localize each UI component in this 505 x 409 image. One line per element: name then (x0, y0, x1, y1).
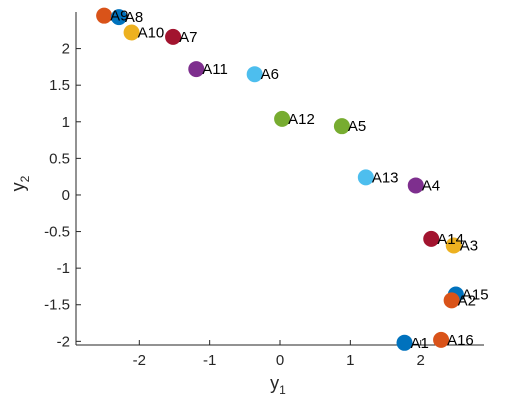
data-point-a12 (274, 110, 291, 127)
point-label-a15: A15 (462, 287, 489, 304)
data-point-a6 (246, 66, 263, 83)
x-ticks: -2 -1 0 1 2 (133, 340, 425, 369)
x-tick-label: 0 (276, 352, 284, 369)
point-label-a7: A7 (179, 29, 197, 46)
point-label-a16: A16 (447, 332, 474, 349)
point-label-a3: A3 (460, 237, 478, 254)
point-label-a9: A9 (110, 8, 128, 25)
data-point-a9 (96, 7, 113, 24)
data-point-a2 (443, 292, 460, 309)
y-ticks: -2 -1.5 -1 -0.5 0 0.5 1 1.5 2 (44, 41, 81, 350)
data-point-a16 (433, 331, 450, 348)
data-point-a13 (357, 169, 374, 186)
data-point-a10 (123, 24, 140, 41)
data-point-a11 (188, 61, 205, 78)
point-label-a13: A13 (372, 169, 399, 186)
point-label-a12: A12 (288, 111, 315, 128)
y-tick-label: 0 (62, 187, 70, 204)
x-tick-label: -2 (133, 352, 146, 369)
x-tick-label: -1 (203, 352, 216, 369)
data-point-a14 (423, 230, 440, 247)
point-label-a6: A6 (261, 66, 279, 83)
point-label-a10: A10 (138, 24, 165, 41)
point-label-a2: A2 (458, 292, 476, 309)
point-label-a11: A11 (202, 61, 228, 78)
y-axis-label: y2 (8, 175, 32, 191)
point-label-a5: A5 (348, 118, 366, 135)
point-label-a1: A1 (411, 335, 429, 352)
data-points (96, 7, 464, 351)
point-label-a14: A14 (437, 231, 464, 248)
y-tick-label: 1.5 (49, 77, 70, 94)
y-tick-label: -1.5 (44, 297, 70, 314)
y-tick-label: 1 (62, 114, 70, 131)
y-tick-label: 0.5 (49, 150, 70, 167)
data-point-a3 (445, 237, 462, 254)
y-tick-label: -0.5 (44, 224, 70, 241)
point-label-a8: A8 (125, 9, 143, 26)
y-tick-label: -2 (57, 333, 70, 350)
point-label-a4: A4 (422, 177, 440, 194)
x-tick-label: 1 (346, 352, 354, 369)
data-point-a4 (407, 177, 424, 194)
data-point-a1 (396, 334, 413, 351)
x-axis-label: y1 (270, 373, 286, 397)
x-tick-label: 2 (417, 352, 425, 369)
data-point-a8 (110, 9, 127, 26)
data-point-a7 (165, 28, 182, 45)
y-tick-label: -1 (57, 260, 70, 277)
data-point-a5 (333, 118, 350, 135)
y-tick-label: 2 (62, 41, 70, 58)
